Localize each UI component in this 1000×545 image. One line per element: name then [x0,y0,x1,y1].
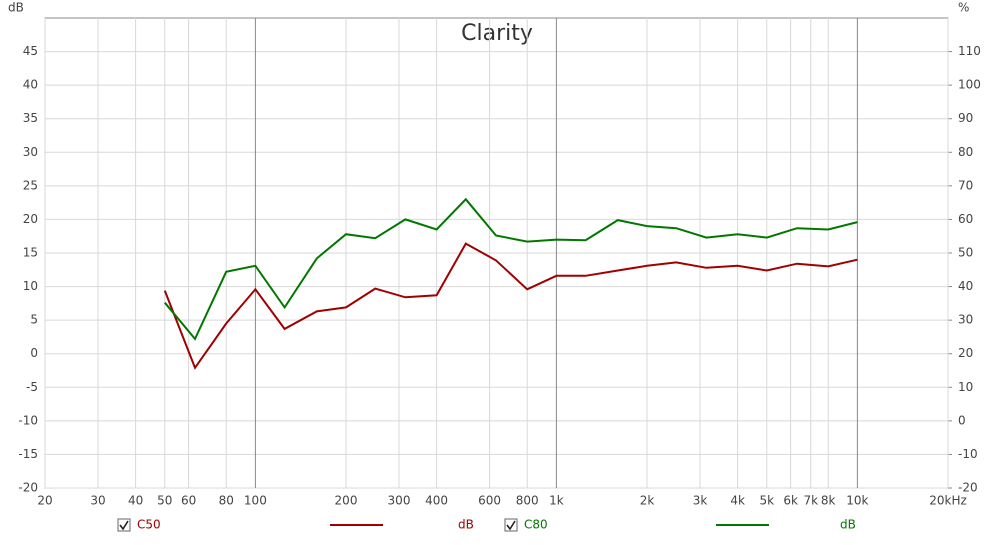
legend-checkbox[interactable] [117,518,131,532]
x-tick-label: 4k [730,494,745,508]
y-tick-label: 10 [23,279,38,293]
series-line [164,197,858,341]
y-tick-label: -20 [18,481,38,495]
y-tick-label: 35 [23,111,38,125]
legend-label: C80 [524,518,548,532]
y-tick-label: 25 [23,178,38,192]
y2-tick-label: 60 [958,212,973,226]
legend-checkbox[interactable] [504,518,518,532]
x-tick-label: 800 [516,494,539,508]
y2-tick-label: 100 [958,78,981,92]
series-line [163,242,858,370]
x-tick-label: 100 [244,494,267,508]
y2-tick-label: -10 [958,447,978,461]
y2-tick-label: 110 [958,44,981,58]
x-tick-label: 600 [478,494,501,508]
legend-unit: dB [458,518,474,532]
y-tick-label: 30 [23,145,38,159]
y2-tick-label: 40 [958,279,973,293]
y-tick-label: 0 [30,346,38,360]
x-tick-label: 7k [803,494,818,508]
y2-tick-label: 80 [958,145,973,159]
legend-checkmark [506,520,516,531]
y2-tick-label: 50 [958,246,973,260]
y2-tick-label: 20 [958,346,973,360]
x-tick-label: 400 [425,494,448,508]
x-tick-label: 300 [388,494,411,508]
y-tick-label: -10 [18,413,38,427]
y-tick-label: 5 [30,313,38,327]
x-tick-label: 3k [693,494,708,508]
y2-tick-label: 10 [958,380,973,394]
x-tick-label: 8k [821,494,836,508]
y-tick-label: 40 [23,78,38,92]
x-tick-label: 1k [549,494,564,508]
y2-tick-label: 70 [958,178,973,192]
x-tick-label: 200 [335,494,358,508]
x-tick-label: 50 [157,494,172,508]
y-tick-label: -15 [18,447,38,461]
x-tick-label: 2k [640,494,655,508]
y2-tick-label: -20 [958,481,978,495]
x-tick-label: 10k [846,494,868,508]
x-tick-label: 60 [181,494,196,508]
legend-checkmark [119,520,129,531]
y-tick-label: 20 [23,212,38,226]
y-tick-label: -5 [26,380,38,394]
y2-axis-label: % [958,1,969,15]
x-tick-label: 6k [783,494,798,508]
x-tick-label: 40 [128,494,143,508]
y2-tick-label: 30 [958,313,973,327]
chart-title: Clarity [461,21,533,46]
y-tick-label: 15 [23,246,38,260]
x-tick-label: 80 [219,494,234,508]
y-tick-label: 45 [23,44,38,58]
y2-tick-label: 0 [958,413,966,427]
y-axis-label: dB [8,1,24,15]
legend-unit: dB [840,518,856,532]
y2-tick-label: 90 [958,111,973,125]
x-tick-label: 20 [37,494,52,508]
x-tick-label: 5k [759,494,774,508]
legend-label: C50 [137,518,161,532]
x-tick-label: 20kHz [929,494,967,508]
x-tick-label: 30 [90,494,105,508]
